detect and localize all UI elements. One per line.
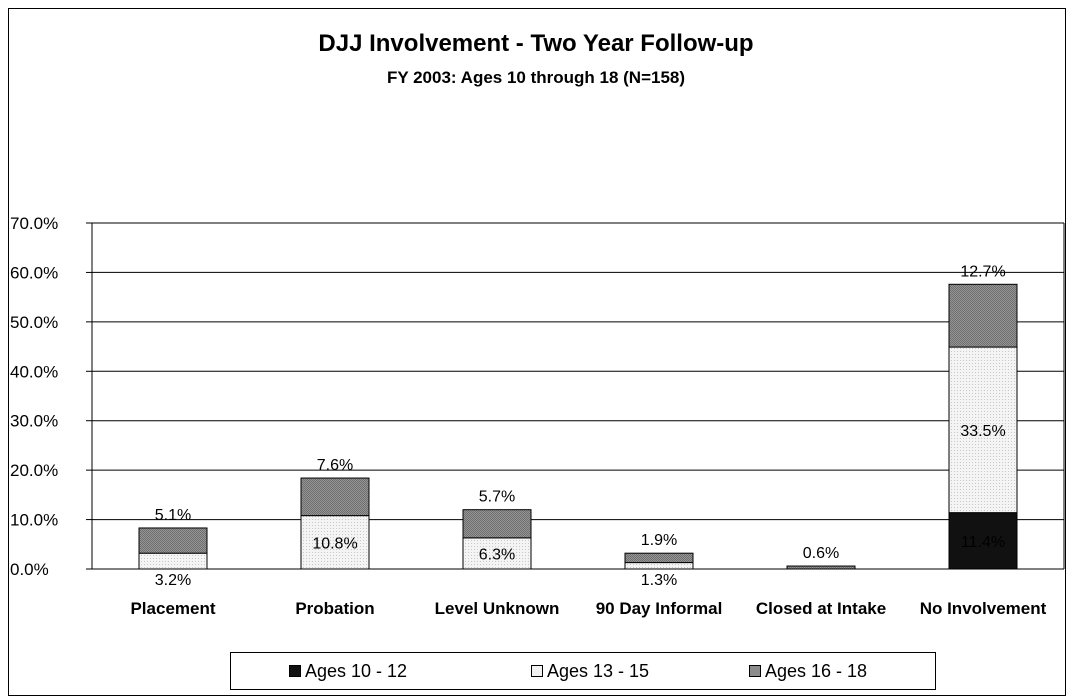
bar-segment (138, 527, 208, 554)
x-category-label: Closed at Intake (756, 599, 886, 618)
y-tick-label: 0.0% (10, 560, 49, 579)
data-label: 0.6% (803, 545, 839, 562)
y-tick-label: 70.0% (10, 214, 58, 233)
legend-item-ages-10-12: Ages 10 - 12 (289, 661, 407, 682)
bar-segment (300, 477, 370, 517)
bar-segment (138, 552, 208, 570)
y-tick-label: 60.0% (10, 263, 58, 282)
bar-segment (462, 509, 532, 539)
bar-segment (624, 552, 694, 564)
y-tick-label: 30.0% (10, 412, 58, 431)
data-label: 33.5% (960, 423, 1005, 440)
legend-label: Ages 16 - 18 (765, 661, 868, 681)
legend-label: Ages 13 - 15 (547, 661, 650, 681)
x-category-label: 90 Day Informal (596, 599, 723, 618)
bar-segment (624, 562, 694, 570)
y-tick-label: 10.0% (10, 511, 58, 530)
stacked-bar-chart: 0.0% 10.0% 20.0% 30.0% 40.0% 50.0% 60.0% 70.0% 3… (10, 214, 1065, 618)
x-category-label: Placement (130, 599, 215, 618)
legend-item-ages-16-18: Ages 16 - 18 (749, 661, 867, 682)
data-label: 11.4% (961, 534, 1005, 551)
legend-swatch-ages-13-15 (531, 665, 543, 677)
bar-segment (786, 565, 856, 570)
x-category-label: Probation (295, 599, 374, 618)
bar-segment (300, 515, 370, 570)
data-label: 6.3% (479, 546, 515, 563)
legend-swatch-ages-10-12 (289, 665, 301, 677)
bar-segment (948, 512, 1018, 570)
chart-subtitle: FY 2003: Ages 10 through 18 (N=158) (386, 68, 686, 87)
data-label: 5.1% (155, 507, 191, 524)
data-label: 12.7% (960, 263, 1005, 280)
data-label: 7.6% (317, 457, 353, 474)
y-tick-label: 20.0% (10, 461, 58, 480)
legend-swatch-ages-16-18 (749, 665, 761, 677)
data-label: 5.7% (479, 489, 515, 506)
chart-frame (8, 8, 1066, 696)
y-tick-label: 50.0% (10, 313, 58, 332)
x-category-label: Level Unknown (435, 599, 560, 618)
data-label: 10.8% (312, 535, 357, 552)
legend-item-ages-13-15: Ages 13 - 15 (531, 661, 649, 682)
data-label: 1.9% (641, 532, 677, 549)
x-category-label: No Involvement (920, 599, 1047, 618)
data-label: 1.3% (641, 572, 677, 589)
bar-segment (948, 346, 1018, 514)
bar-segment (462, 537, 532, 570)
chart-title: DJJ Involvement - Two Year Follow-up (318, 30, 754, 57)
y-tick-label: 40.0% (10, 362, 58, 381)
chart-legend: Ages 10 - 12 Ages 13 - 15 Ages 16 - 18 (230, 652, 936, 690)
bar-segment (948, 283, 1018, 348)
data-label: 3.2% (155, 572, 191, 589)
legend-label: Ages 10 - 12 (305, 661, 408, 681)
